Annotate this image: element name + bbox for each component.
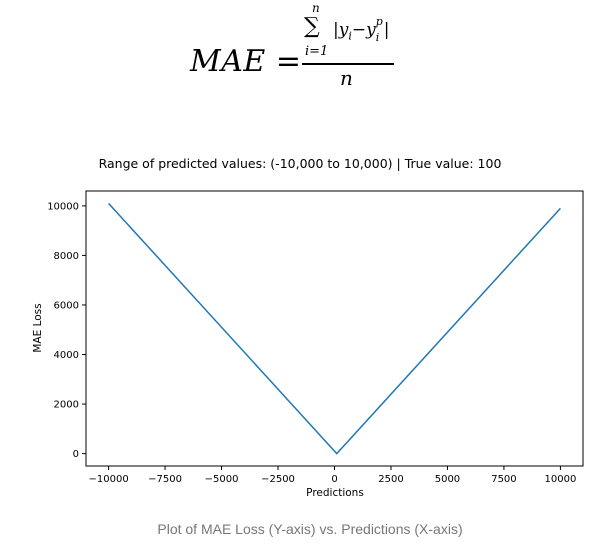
x-tick-label: 5000 xyxy=(435,474,460,485)
x-tick-label: 2500 xyxy=(378,474,403,485)
numerator-close: | xyxy=(383,20,390,40)
y-tick-label: 4000 xyxy=(54,350,79,361)
x-tick-label: −2500 xyxy=(261,474,295,485)
formula-denominator: n xyxy=(340,66,353,90)
formula-sum-upper: n xyxy=(312,1,320,15)
y-tick-label: 6000 xyxy=(54,300,79,311)
x-tick-label: 7500 xyxy=(491,474,516,485)
fraction-bar xyxy=(302,63,394,65)
y-tick-label: 10000 xyxy=(47,201,79,212)
x-tick-label: −5000 xyxy=(205,474,239,485)
numerator-open: |y xyxy=(333,20,349,40)
formula-numerator: |yi−y p i | xyxy=(333,15,390,44)
y-axis-label: MAE Loss xyxy=(32,303,44,352)
numerator-sup: p xyxy=(375,15,383,28)
plot-frame xyxy=(85,190,584,467)
numerator-minus: −y xyxy=(351,20,376,40)
formula-lhs: MAE = xyxy=(190,44,302,79)
numerator-sub2: i xyxy=(375,31,380,44)
y-axis-ticks: 0 2000 4000 6000 8000 10000 xyxy=(47,201,86,460)
x-tick-label: 10000 xyxy=(545,474,577,485)
series-layer xyxy=(108,202,561,455)
y-tick-label: 0 xyxy=(73,449,79,460)
y-tick-label: 2000 xyxy=(54,400,79,411)
x-axis-label: Predictions xyxy=(306,487,364,499)
mae-loss-line xyxy=(108,202,561,455)
mae-formula: MAE = n ∑ i=1 |yi−y p i | n xyxy=(0,0,600,120)
chart-title: Range of predicted values: (-10,000 to 1… xyxy=(98,156,502,171)
formula-sum-lower: i=1 xyxy=(305,44,329,59)
x-tick-label: −7500 xyxy=(148,474,182,485)
formula-sigma-symbol: ∑ xyxy=(304,14,320,39)
x-axis-ticks: −10000 −7500 −5000 −2500 0 2500 5000 7500 10000 xyxy=(88,466,576,485)
x-tick-label: −10000 xyxy=(88,474,128,485)
numerator-sub: i xyxy=(348,29,352,43)
y-tick-label: 8000 xyxy=(54,251,79,262)
mae-loss-chart: −10000 −7500 −5000 −2500 0 2500 5000 7500 10000 … xyxy=(32,190,584,499)
x-tick-label: 0 xyxy=(331,474,337,485)
figure-caption: Plot of MAE Loss (Y-axis) vs. Prediction… xyxy=(157,521,463,537)
